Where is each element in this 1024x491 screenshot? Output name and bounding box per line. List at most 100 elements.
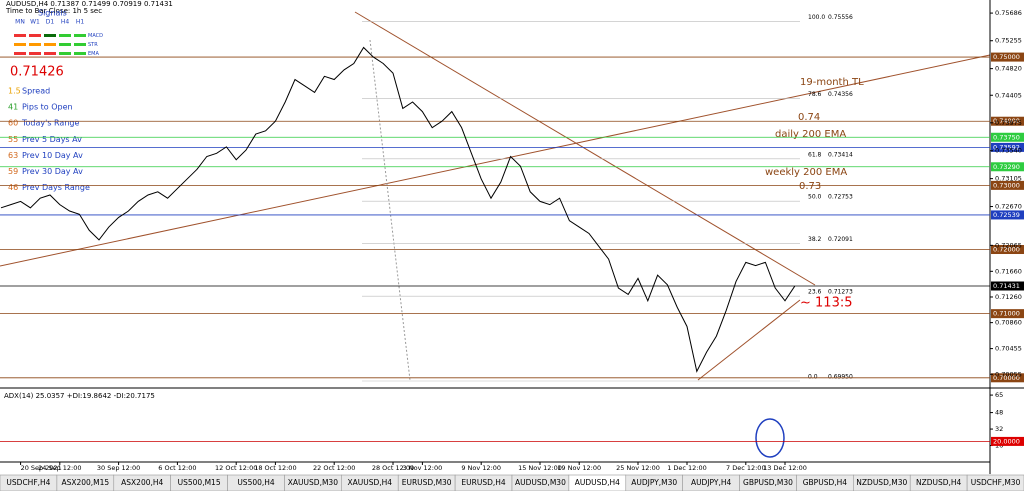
signal-block [59, 52, 71, 55]
x-tick-label: 1 Dec 12:00 [667, 464, 707, 472]
down-trendline [354, 11, 816, 286]
adx-level-box [991, 436, 1024, 446]
tab-label[interactable]: USDCHF,M30 [971, 478, 1021, 487]
info-price: 0.71426 [10, 65, 64, 80]
timeframe-label: D1 [46, 19, 55, 26]
fib-level: 23.6 [808, 289, 822, 296]
info-value: 1.5 [8, 87, 21, 96]
tab-label[interactable]: AUDUSD,M30 [515, 478, 566, 487]
level-box [991, 142, 1024, 152]
fib-level: 50.0 [808, 194, 822, 201]
signal-block [44, 52, 56, 55]
signal-block [74, 43, 86, 46]
info-value: 41 [8, 103, 18, 112]
tab-label[interactable]: USDCHF,H4 [6, 478, 50, 487]
annotation: weekly 200 EMA [765, 167, 847, 178]
level-box [991, 162, 1024, 172]
y-tick-label: 0.70055 [995, 370, 1022, 378]
tab-label[interactable]: NZDUSD,M30 [856, 478, 907, 487]
x-tick-label: 6 Oct 12:00 [158, 464, 196, 472]
signal-block [29, 34, 41, 37]
signals-title: Signals [38, 9, 67, 18]
level-label: 0.71431 [993, 282, 1020, 290]
x-tick-label: 7 Dec 12:00 [726, 464, 766, 472]
level-box [991, 116, 1024, 126]
info-value: 46 [8, 183, 18, 192]
y-tick-label: 0.74405 [995, 91, 1022, 99]
fib-value: 0.73414 [828, 151, 853, 158]
tab-label[interactable]: GBPUSD,M30 [743, 478, 793, 487]
y-tick-label: 0.72065 [995, 241, 1022, 249]
tab-label[interactable]: ASX200,H4 [121, 478, 163, 487]
annotation: 0.74 [798, 112, 820, 123]
level-box [991, 309, 1024, 319]
tab-label[interactable]: EURUSD,M30 [402, 478, 452, 487]
fib-value: 0.69950 [828, 374, 853, 381]
annotation: 0.73 [799, 181, 821, 192]
x-tick-label: 25 Nov 12:00 [616, 464, 660, 472]
signal-block [14, 52, 26, 55]
y-tick-label: 0.70860 [995, 319, 1022, 327]
tab-label[interactable]: ASX200,M15 [61, 478, 109, 487]
annotation: 19-month TL [800, 77, 864, 88]
level-label: 0.71000 [993, 310, 1020, 318]
tab-label[interactable]: AUDJPY,M30 [631, 478, 677, 487]
tab-label[interactable]: XAUUSD,M30 [288, 478, 338, 487]
fib-level: 78.6 [808, 91, 822, 98]
signal-block [44, 43, 56, 46]
tab-label[interactable]: US500,M15 [178, 478, 221, 487]
annotation: daily 200 EMA [775, 129, 846, 140]
signal-block [14, 34, 26, 37]
x-tick-label: 12 Oct 12:00 [215, 464, 257, 472]
level-box [991, 180, 1024, 190]
tab-label[interactable]: AUDUSD,H4 [575, 478, 620, 487]
signal-block [59, 34, 71, 37]
signal-block [29, 43, 41, 46]
level-box [991, 132, 1024, 142]
y-tick-label: 0.73540 [995, 147, 1022, 155]
level-box [991, 245, 1024, 255]
fib-value: 0.74356 [828, 91, 853, 98]
level-label: 0.73290 [993, 163, 1020, 171]
info-value: 63 [8, 151, 18, 160]
signal-block [44, 34, 56, 37]
y-tick-label: 0.70455 [995, 345, 1022, 353]
fib-level: 61.8 [808, 151, 822, 158]
info-label: Prev 30 Day Av [22, 167, 83, 176]
tab-label[interactable]: XAUUSD,H4 [347, 478, 392, 487]
tab-label[interactable]: NZDUSD,H4 [916, 478, 962, 487]
timeframe-label: MN [15, 19, 25, 26]
signal-block [59, 43, 71, 46]
tab-label[interactable]: US500,H4 [237, 478, 275, 487]
y-tick-label: 0.75686 [995, 9, 1022, 17]
fib-level: 100.0 [808, 14, 825, 21]
indicator-label: MACD [88, 33, 103, 39]
fib-level: 38.2 [808, 236, 822, 243]
y-tick-label: 0.73105 [995, 175, 1022, 183]
info-value: 55 [8, 135, 18, 144]
x-tick-label: 9 Nov 12:00 [461, 464, 501, 472]
info-value: 60 [8, 119, 18, 128]
fib-value: 0.75556 [828, 14, 853, 21]
indicator-label: STR [88, 42, 98, 48]
adx-level-label: 20.0000 [993, 437, 1020, 445]
tab-label[interactable]: EURUSD,H4 [461, 478, 505, 487]
level-label: 0.73000 [993, 181, 1020, 189]
info-label: Today's Range [21, 119, 79, 128]
x-tick-label: 13 Dec 12:00 [763, 464, 807, 472]
tab-label[interactable]: AUDJPY,H4 [691, 478, 732, 487]
adx-tick-label: 32 [995, 425, 1003, 433]
y-tick-label: 0.71660 [995, 267, 1022, 275]
adx-tick-label: 48 [995, 409, 1003, 417]
x-tick-label: 28 Oct 12:00 [372, 464, 414, 472]
signal-block [14, 43, 26, 46]
x-tick-label: 24 Sep 12:00 [38, 464, 81, 472]
level-label: 0.73750 [993, 133, 1020, 141]
tab-label[interactable]: GBPUSD,H4 [803, 478, 848, 487]
info-label: Prev 10 Day Av [22, 151, 83, 160]
x-tick-label: 19 Nov 12:00 [557, 464, 601, 472]
x-tick-label: 15 Nov 12:00 [518, 464, 562, 472]
highlight-ellipse [755, 418, 785, 458]
